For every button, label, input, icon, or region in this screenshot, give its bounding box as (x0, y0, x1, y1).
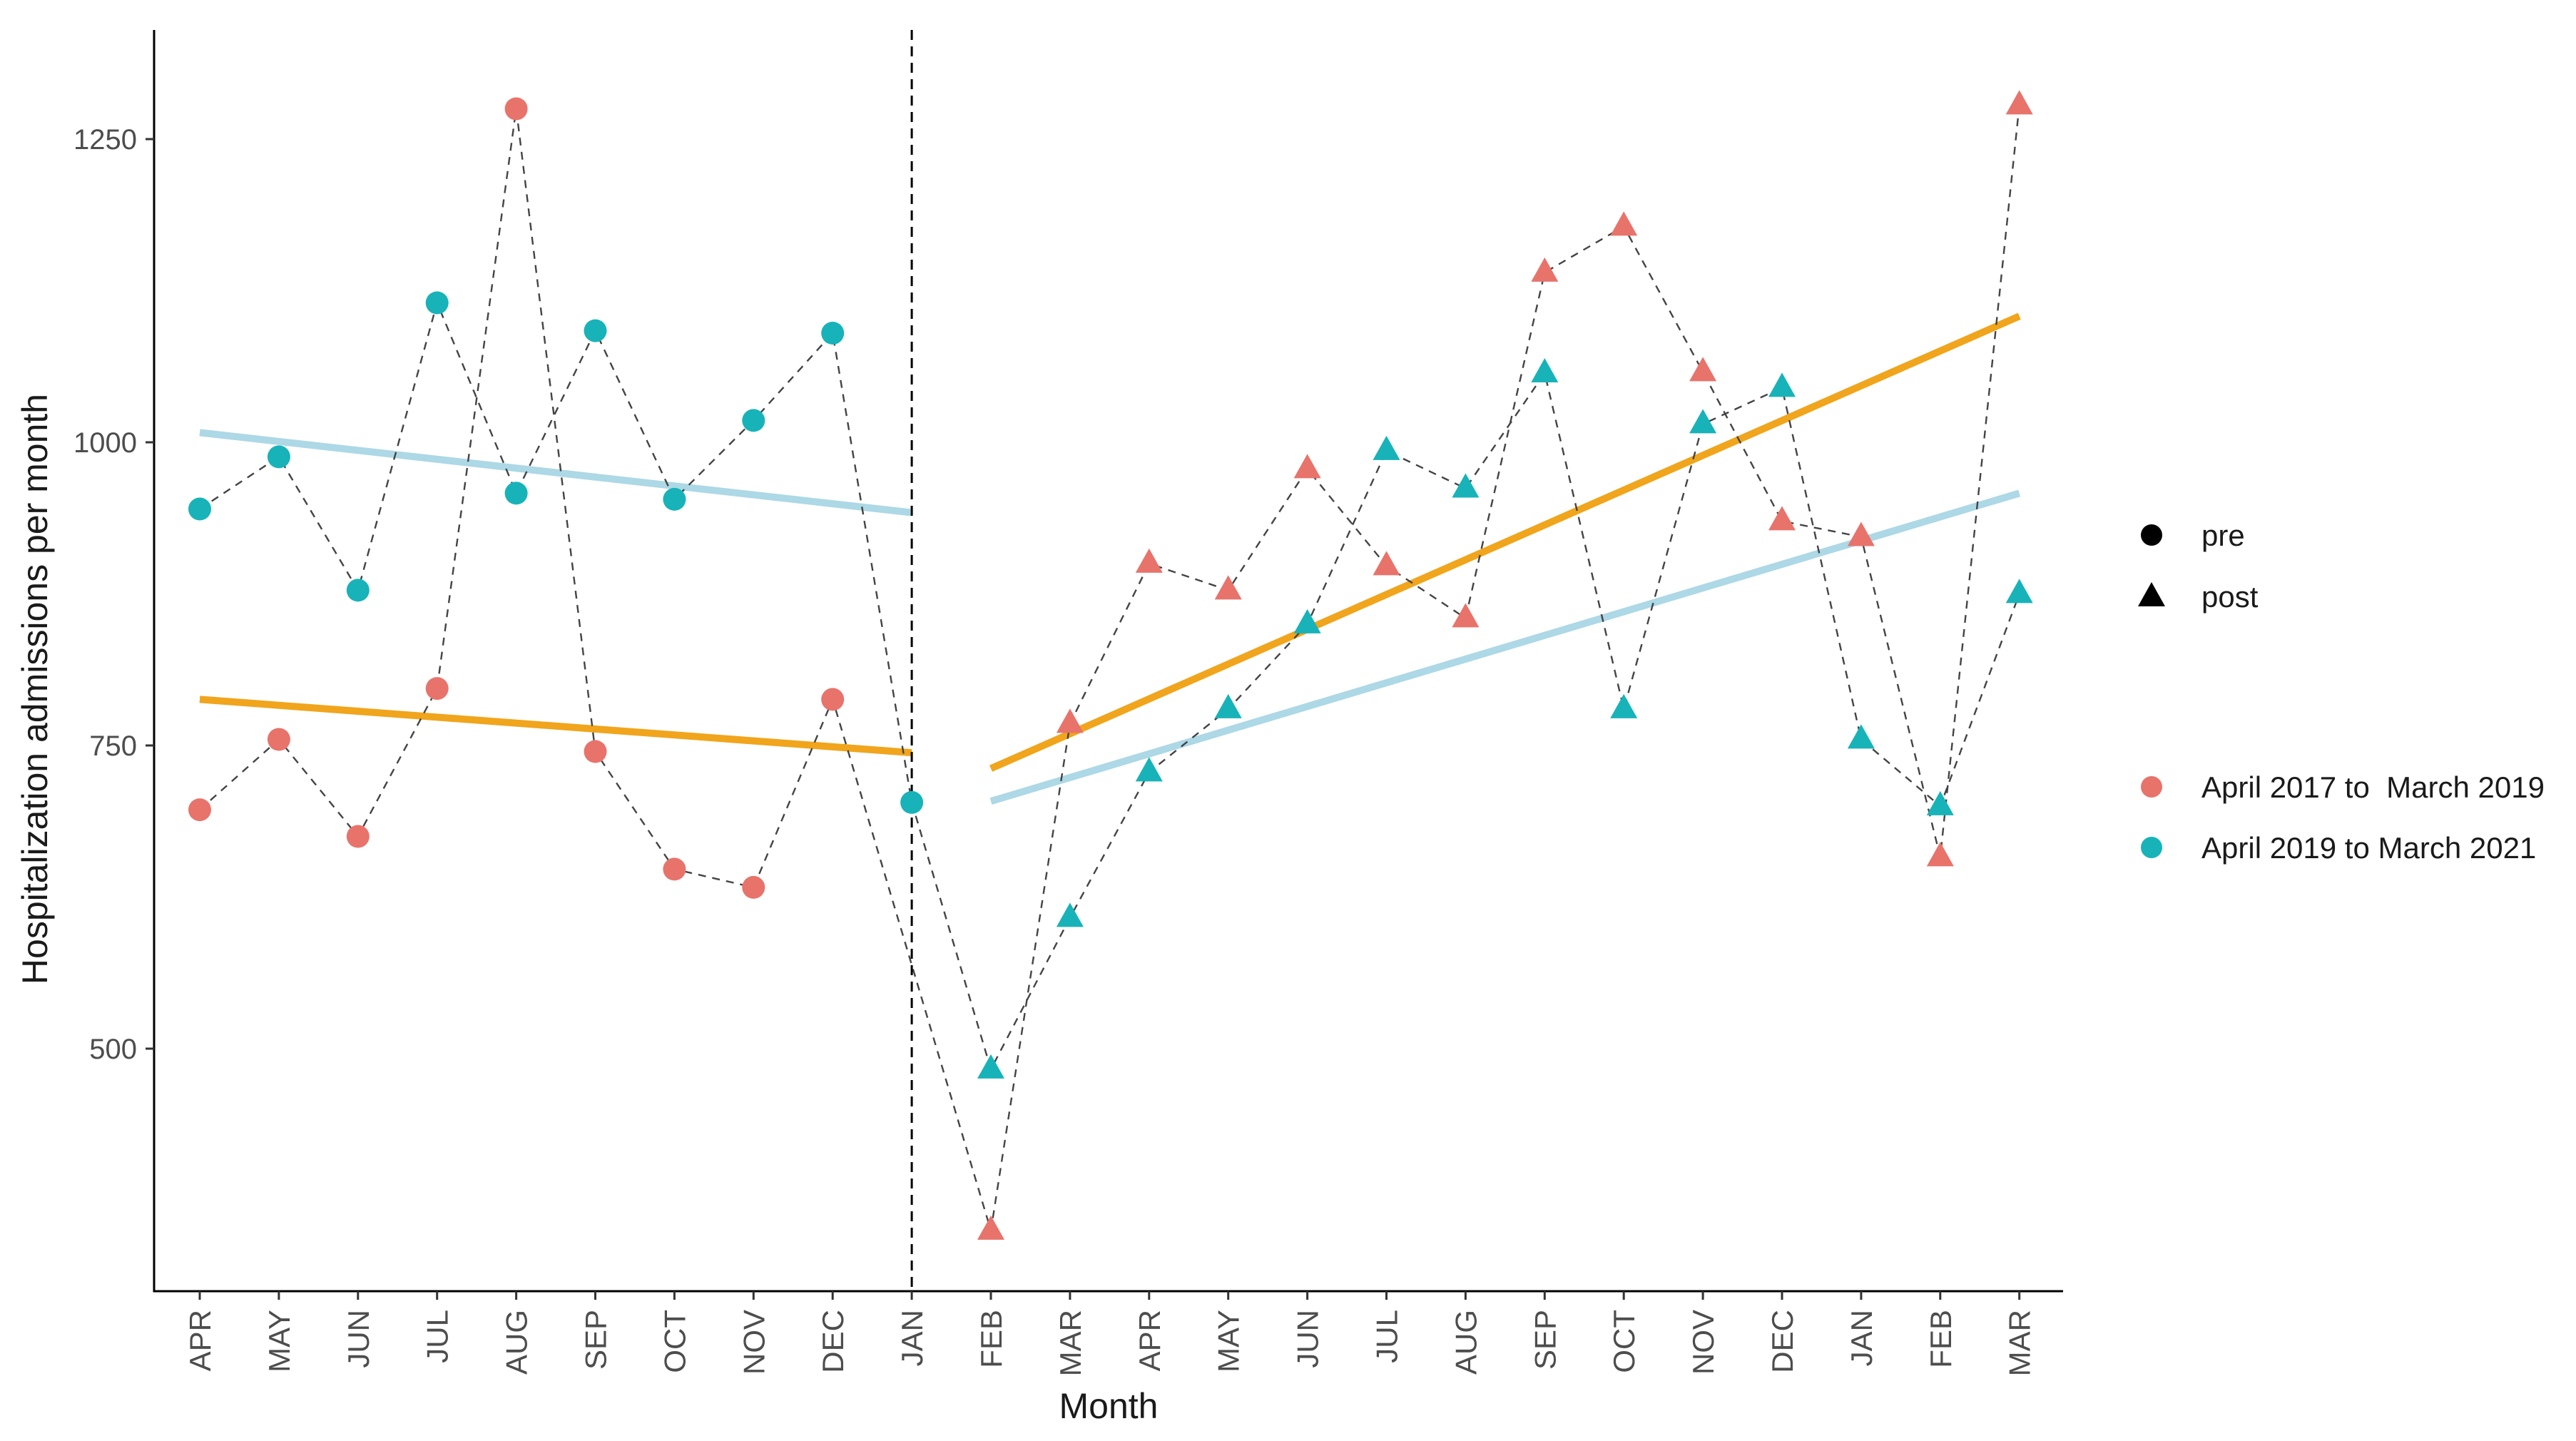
x-tick-label-oct-6: OCT (658, 1310, 691, 1373)
point-post-series-2-apr-12 (1135, 757, 1163, 782)
legend-label-series-1: April 2017 to March 2019 (2201, 770, 2545, 804)
point-pre-series-2-apr-0 (188, 497, 211, 521)
point-post-series-1-jul-15 (1373, 551, 1400, 576)
point-post-series-2-aug-16 (1452, 473, 1480, 498)
point-post-series-1-feb-10 (977, 1215, 1004, 1240)
connector-line-series-1 (199, 105, 2020, 1231)
point-post-series-2-nov-19 (1689, 409, 1717, 434)
axes (146, 30, 2063, 1300)
point-pre-series-1-nov-7 (742, 875, 765, 899)
x-tick-label-may-13: MAY (1212, 1310, 1246, 1373)
trend-lines (199, 312, 2021, 805)
point-pre-series-2-nov-7 (742, 409, 765, 432)
x-tick-label-jun-14: JUN (1291, 1310, 1325, 1368)
trend-line-post-2 (989, 312, 2021, 772)
x-tick-label-sep-5: SEP (579, 1310, 613, 1370)
point-post-series-2-jun-14 (1293, 609, 1321, 633)
x-tick-label-sep-17: SEP (1528, 1310, 1562, 1370)
trend-line-pre-3 (199, 429, 912, 516)
point-post-series-1-sep-17 (1531, 257, 1559, 282)
trend-line-post-4 (989, 489, 2021, 805)
point-pre-series-2-may-1 (267, 445, 290, 469)
point-post-series-2-may-13 (1214, 693, 1242, 718)
point-pre-series-1-apr-0 (188, 798, 211, 822)
point-pre-series-1-jul-3 (425, 677, 449, 701)
point-pre-series-2-sep-5 (584, 319, 607, 342)
x-tick-label-aug-16: AUG (1449, 1310, 1482, 1375)
point-pre-series-1-sep-5 (584, 740, 607, 763)
point-post-series-2-dec-20 (1768, 372, 1796, 397)
point-post-series-1-feb-22 (1926, 842, 1954, 867)
legend-key-series-1 (2141, 776, 2162, 798)
y-tick-label-1250: 1250 (73, 124, 137, 156)
y-tick-label-750: 750 (89, 730, 137, 762)
point-post-series-2-sep-17 (1531, 358, 1559, 383)
point-post-series-2-mar-11 (1056, 902, 1084, 927)
x-tick-label-dec-20: DEC (1766, 1310, 1799, 1373)
point-post-series-2-feb-10 (977, 1054, 1004, 1079)
point-post-series-1-jun-14 (1293, 454, 1321, 479)
legend-key-pre (2141, 524, 2162, 546)
data-points (188, 90, 2033, 1240)
x-tick-label-jul-3: JUL (421, 1310, 454, 1363)
legend-key-series-2 (2141, 837, 2162, 858)
point-post-series-1-dec-20 (1768, 506, 1796, 531)
point-post-series-2-jul-15 (1373, 435, 1400, 460)
y-tick-label-500: 500 (89, 1034, 137, 1065)
point-post-series-2-mar-23 (2005, 579, 2033, 604)
legend: pre post April 2017 to March 2019 April 201… (2138, 519, 2545, 865)
x-tick-label-aug-4: AUG (500, 1310, 534, 1375)
x-tick-label-nov-19: NOV (1686, 1310, 1720, 1375)
point-post-series-2-feb-22 (1926, 790, 1954, 815)
x-tick-label-jun-2: JUN (342, 1310, 375, 1368)
point-pre-series-1-jun-2 (346, 825, 370, 848)
x-tick-label-feb-10: FEB (974, 1310, 1008, 1368)
x-tick-label-mar-23: MAR (2003, 1310, 2037, 1376)
point-pre-series-2-jul-3 (425, 291, 449, 315)
point-post-series-1-apr-12 (1135, 548, 1163, 573)
legend-label-post: post (2201, 580, 2259, 613)
point-post-series-2-jan-21 (1847, 724, 1875, 749)
point-post-series-1-jan-21 (1847, 521, 1875, 546)
point-post-series-1-aug-16 (1452, 603, 1480, 628)
point-pre-series-2-oct-6 (663, 487, 686, 511)
x-tick-label-oct-18: OCT (1607, 1310, 1641, 1373)
point-post-series-1-nov-19 (1689, 357, 1717, 382)
x-tick-label-nov-7: NOV (737, 1310, 770, 1375)
legend-label-pre: pre (2201, 519, 2245, 552)
legend-label-series-2: April 2019 to March 2021 (2201, 831, 2536, 865)
tick-labels: 500 750 1000 1250 APR MAY JUN JUL AUG SEP OCT NOV DE… (73, 124, 2037, 1376)
x-tick-label-mar-11: MAR (1054, 1310, 1087, 1376)
x-tick-label-may-1: MAY (263, 1310, 296, 1373)
point-pre-series-2-aug-4 (504, 482, 528, 505)
x-tick-label-apr-12: APR (1133, 1310, 1166, 1371)
point-pre-series-1-aug-4 (504, 97, 528, 121)
trend-line-pre-1 (199, 696, 912, 757)
point-pre-series-2-jun-2 (346, 579, 370, 602)
legend-key-post (2138, 582, 2165, 606)
x-axis-title: Month (1059, 1386, 1159, 1426)
y-tick-label-1000: 1000 (73, 427, 137, 459)
point-pre-series-1-oct-6 (663, 857, 686, 881)
connector-line-series-2 (199, 300, 2020, 1072)
point-post-series-1-mar-23 (2005, 90, 2033, 115)
x-tick-label-apr-0: APR (183, 1310, 217, 1371)
connector-lines (199, 30, 2020, 1291)
point-post-series-1-may-13 (1214, 575, 1242, 600)
x-tick-label-jan-21: JAN (1845, 1310, 1878, 1366)
point-pre-series-2-dec-8 (821, 322, 845, 345)
x-tick-label-dec-8: DEC (816, 1310, 850, 1373)
x-tick-label-jul-15: JUL (1370, 1310, 1404, 1363)
point-pre-series-2-jan-9 (900, 790, 924, 814)
point-pre-series-1-dec-8 (821, 688, 845, 711)
x-tick-label-jan-9: JAN (895, 1310, 929, 1366)
point-post-series-2-oct-18 (1610, 693, 1638, 718)
point-pre-series-1-may-1 (267, 728, 290, 751)
y-axis-title: Hospitalization admissions per month (15, 394, 55, 984)
point-post-series-1-oct-18 (1610, 211, 1638, 236)
x-tick-label-feb-22: FEB (1924, 1310, 1958, 1368)
point-post-series-1-mar-11 (1056, 708, 1084, 733)
